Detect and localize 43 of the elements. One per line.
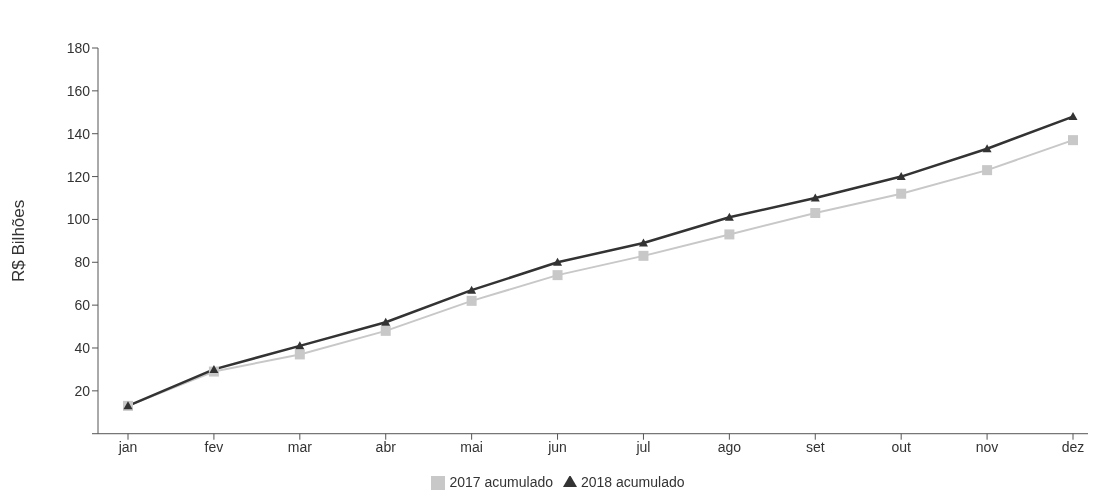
point	[552, 270, 563, 281]
x-tick-label: jan	[117, 438, 138, 455]
point	[553, 257, 563, 266]
legend-label: 2018 acumulado	[581, 473, 685, 490]
y-tick-label: 140	[66, 125, 91, 142]
point	[381, 317, 391, 326]
point	[209, 364, 219, 373]
y-tick-label: 180	[66, 39, 91, 56]
point	[724, 212, 734, 221]
x-tick-label: mar	[287, 438, 313, 455]
point	[380, 325, 391, 336]
x-tick-label: ago	[717, 438, 742, 455]
point	[1068, 135, 1078, 146]
point	[896, 188, 907, 199]
point	[295, 341, 305, 350]
y-tick-label: 160	[66, 82, 91, 99]
y-tick-label: 20	[74, 382, 91, 399]
point	[982, 165, 993, 176]
point	[467, 285, 477, 294]
point	[982, 144, 992, 153]
x-tick-label: fev	[204, 438, 224, 455]
point	[638, 250, 649, 261]
x-tick-label: dez	[1061, 438, 1085, 455]
point	[810, 208, 821, 218]
x-tick-label: mai	[460, 438, 483, 455]
y-tick-label: 120	[66, 168, 91, 185]
y-tick-label: 80	[74, 254, 91, 271]
y-tick-label: 100	[66, 211, 91, 228]
x-tick-label: nov	[975, 438, 999, 455]
x-tick-label: out	[891, 438, 912, 455]
point	[294, 349, 305, 360]
y-tick-label: 40	[74, 339, 91, 356]
point	[896, 172, 906, 181]
point	[724, 229, 735, 240]
legend-label: 2017 acumulado	[449, 473, 553, 490]
x-tick-label: set	[805, 438, 825, 455]
x-tick-label: abr	[375, 438, 397, 455]
point	[466, 295, 477, 306]
y-tick-label: 60	[74, 297, 91, 314]
x-tick-label: jun	[547, 438, 567, 455]
point	[1068, 112, 1078, 121]
y-axis-title: R$ Bilhões	[9, 199, 29, 282]
x-tick-label: jul	[635, 438, 651, 455]
